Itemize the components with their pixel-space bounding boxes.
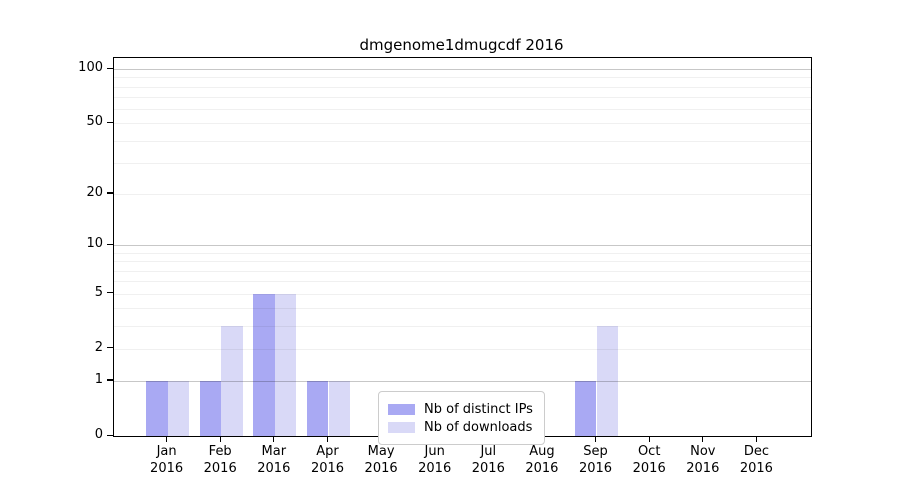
y-tick-label-20: 20 — [86, 184, 103, 200]
x-tick-year-jan: 2016 — [150, 461, 184, 476]
legend-swatch-distinct-ips — [388, 403, 415, 415]
x-tick-year-jul: 2016 — [471, 461, 505, 476]
gridline-40 — [114, 140, 811, 142]
x-tick-year-mar: 2016 — [257, 461, 291, 476]
x-tick-month-feb: Feb — [208, 444, 232, 459]
x-tick-nov — [702, 436, 704, 442]
x-tick-apr — [327, 436, 329, 442]
x-tick-year-dec: 2016 — [739, 461, 773, 476]
bar-distinct-ips-jan — [146, 380, 168, 436]
bar-distinct-ips-feb — [199, 380, 222, 436]
y-tick-label-1: 1 — [94, 371, 103, 387]
legend: Nb of distinct IPs Nb of downloads — [378, 391, 545, 445]
x-tick-month-may: May — [367, 444, 395, 459]
x-tick-label-oct: Oct 2016 — [617, 443, 681, 477]
x-tick-month-jun: Jun — [424, 444, 445, 459]
y-tick-5 — [107, 292, 113, 294]
legend-item-downloads: Nb of downloads — [388, 419, 533, 435]
x-tick-year-jun: 2016 — [418, 461, 452, 476]
x-tick-month-jul: Jul — [480, 444, 497, 459]
legend-label-distinct-ips: Nb of distinct IPs — [424, 401, 533, 417]
x-tick-feb — [219, 436, 221, 442]
x-tick-label-nov: Nov 2016 — [671, 443, 735, 477]
gridline-4 — [114, 308, 811, 309]
bar-downloads-mar — [274, 293, 297, 436]
x-tick-dec — [755, 436, 758, 442]
gridline-1 — [114, 380, 811, 382]
x-tick-year-oct: 2016 — [632, 461, 666, 476]
chart-title: dmgenome1dmugcdf 2016 — [359, 36, 564, 54]
x-tick-label-sep: Sep 2016 — [564, 443, 628, 477]
legend-item-distinct-ips: Nb of distinct IPs — [388, 401, 533, 417]
gridline-80 — [114, 86, 811, 88]
gridline-10 — [114, 245, 811, 247]
gridline-7 — [114, 270, 811, 272]
bar-downloads-apr — [328, 380, 350, 436]
gridline-100 — [114, 69, 811, 70]
x-tick-year-sep: 2016 — [578, 461, 613, 476]
y-tick-label-2: 2 — [94, 339, 103, 355]
bar-distinct-ips-mar — [253, 293, 275, 436]
y-tick-2 — [107, 347, 113, 349]
x-tick-jan — [166, 436, 168, 442]
x-tick-year-feb: 2016 — [203, 461, 237, 476]
x-tick-year-may: 2016 — [364, 461, 398, 476]
x-tick-month-mar: Mar — [261, 444, 287, 459]
legend-label-downloads: Nb of downloads — [424, 419, 533, 435]
gridline-60 — [114, 109, 811, 111]
x-tick-year-nov: 2016 — [686, 461, 720, 476]
gridline-20 — [114, 193, 811, 195]
y-tick-label-10: 10 — [86, 236, 103, 252]
y-tick-label-0: 0 — [94, 427, 103, 442]
x-tick-sep — [595, 436, 597, 442]
y-tick-label-5: 5 — [94, 284, 103, 300]
x-tick-label-dec: Dec 2016 — [724, 443, 788, 477]
y-tick-10 — [107, 243, 113, 245]
bar-distinct-ips-sep — [575, 380, 597, 436]
x-tick-label-may: May 2016 — [349, 443, 413, 477]
legend-swatch-downloads — [388, 421, 415, 433]
gridline-30 — [114, 162, 811, 164]
plot-area — [113, 57, 812, 437]
y-tick-1 — [107, 379, 113, 381]
x-tick-label-jul: Jul 2016 — [456, 443, 520, 477]
gridline-5 — [114, 293, 811, 295]
x-tick-label-feb: Feb 2016 — [188, 443, 252, 477]
x-tick-month-aug: Aug — [529, 444, 555, 459]
y-tick-100 — [107, 67, 113, 69]
bar-downloads-feb — [221, 325, 243, 436]
x-tick-month-sep: Sep — [583, 444, 608, 459]
y-tick-0 — [107, 434, 113, 436]
x-tick-month-jan: Jan — [156, 444, 177, 459]
gridline-2 — [114, 348, 811, 350]
x-tick-label-jan: Jan 2016 — [135, 443, 199, 477]
gridline-8 — [114, 261, 811, 263]
y-tick-20 — [107, 192, 113, 194]
x-tick-month-apr: Apr — [316, 444, 339, 459]
gridline-90 — [114, 77, 811, 79]
gridline-3 — [114, 325, 811, 327]
y-tick-label-100: 100 — [78, 60, 103, 75]
gridline-6 — [114, 281, 811, 283]
x-tick-oct — [648, 436, 650, 442]
x-tick-month-dec: Dec — [743, 444, 769, 459]
x-tick-month-oct: Oct — [637, 444, 661, 459]
x-tick-label-jun: Jun 2016 — [403, 443, 467, 477]
x-tick-label-apr: Apr 2016 — [296, 443, 360, 477]
y-tick-50 — [107, 121, 113, 123]
y-tick-label-50: 50 — [86, 114, 103, 130]
x-tick-label-mar: Mar 2016 — [242, 443, 306, 477]
bar-downloads-sep — [596, 325, 618, 436]
x-tick-mar — [273, 436, 275, 442]
bar-downloads-jan — [167, 380, 189, 436]
bar-distinct-ips-apr — [307, 380, 329, 436]
x-tick-year-apr: 2016 — [310, 461, 345, 476]
x-tick-year-aug: 2016 — [525, 461, 559, 476]
x-tick-label-aug: Aug 2016 — [510, 443, 574, 477]
gridline-9 — [114, 252, 811, 254]
gridline-70 — [114, 97, 811, 98]
gridline-50 — [114, 123, 811, 125]
x-tick-month-nov: Nov — [690, 444, 716, 459]
